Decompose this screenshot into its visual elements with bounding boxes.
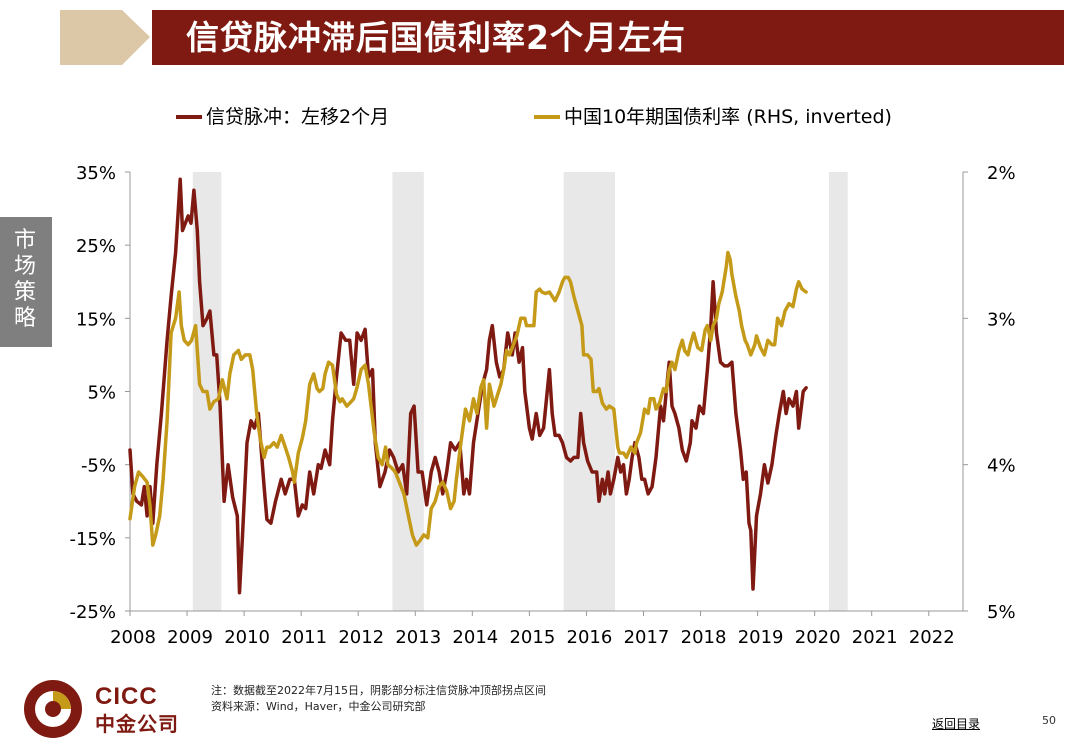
side-tab-label: 市场策略	[14, 228, 37, 331]
back-to-contents-link[interactable]: 返回目录	[932, 717, 981, 731]
shaded-period-2	[563, 172, 615, 611]
left-tick-label: 5%	[87, 383, 116, 404]
line-chart: 35% 25% 15% 5% -5% -15% -25% 2% 3% 4% 5% 2008 2009 20…	[69, 163, 1016, 648]
logo-text-en: CICC	[95, 683, 158, 710]
x-tick-label: 2011	[281, 627, 327, 648]
right-tick-label: 4%	[987, 456, 1016, 477]
x-tick-label: 2017	[624, 627, 670, 648]
title-bar	[152, 10, 1064, 65]
side-tab[interactable]	[0, 217, 52, 347]
x-tick-label: 2019	[738, 627, 784, 648]
legend-label-bond-yield: 中国10年期国债利率 (RHS, inverted)	[564, 106, 892, 128]
x-tick-label: 2018	[681, 627, 727, 648]
legend-swatch-bond-yield	[534, 115, 560, 119]
x-tick-label: 2022	[909, 627, 955, 648]
right-tick-label: 5%	[987, 602, 1016, 623]
x-tick-label: 2014	[452, 627, 498, 648]
left-tick-label: 35%	[76, 163, 116, 184]
right-tick-label: 3%	[987, 309, 1016, 330]
legend-swatch-credit-impulse	[176, 115, 202, 119]
x-tick-label: 2020	[795, 627, 841, 648]
x-tick-label: 2010	[224, 627, 270, 648]
x-tick-label: 2015	[509, 627, 555, 648]
series-line-bond-yield	[128, 250, 808, 547]
title-arrow-decoration	[60, 10, 150, 65]
x-tick-label: 2013	[395, 627, 441, 648]
x-tick-label: 2009	[167, 627, 213, 648]
x-tick-label: 2016	[567, 627, 613, 648]
logo-text-cn: 中金公司	[95, 712, 179, 736]
left-tick-label: -15%	[69, 529, 116, 550]
x-tick-label: 2021	[852, 627, 898, 648]
series-line-credit-impulse	[128, 177, 808, 595]
x-tick-label: 2012	[338, 627, 384, 648]
cicc-logo-icon	[24, 680, 82, 738]
x-tick-label: 2008	[110, 627, 156, 648]
left-tick-label: -25%	[69, 602, 116, 623]
shaded-period-3	[828, 172, 848, 611]
page-title: 信贷脉冲滞后国债利率2个月左右	[186, 18, 686, 57]
chart-note: 注：数据截至2022年7月15日，阴影部分标注信贷脉冲顶部拐点区间	[211, 684, 546, 697]
legend-label-credit-impulse: 信贷脉冲：左移2个月	[206, 106, 390, 128]
left-tick-label: -5%	[81, 456, 116, 477]
shaded-period-1	[392, 172, 424, 611]
chart-source: 资料来源：Wind，Haver，中金公司研究部	[211, 700, 426, 713]
right-tick-label: 2%	[987, 163, 1016, 184]
page-number: 50	[1042, 714, 1056, 727]
left-tick-label: 25%	[76, 236, 116, 257]
left-tick-label: 15%	[76, 309, 116, 330]
